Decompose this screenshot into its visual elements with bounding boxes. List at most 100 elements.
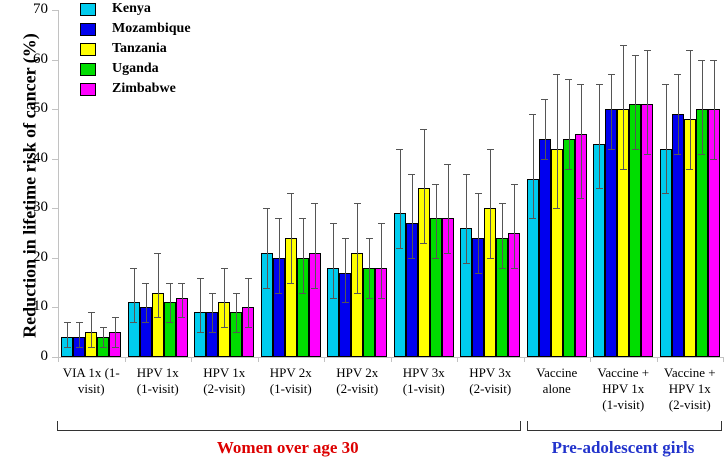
error-bar-line (623, 44, 625, 169)
error-bar-line (290, 193, 292, 283)
error-bar-line (212, 292, 214, 333)
error-bar-cap-top (643, 49, 651, 51)
error-bar-cap-top (710, 59, 718, 61)
x-axis-tick (58, 357, 59, 362)
y-axis-line (58, 10, 59, 358)
error-bar-line (635, 54, 637, 149)
error-bar-cap-top (377, 223, 385, 225)
error-bar-cap-bottom (208, 332, 216, 334)
error-bar-cap-bottom (607, 148, 615, 150)
error-bar-line (502, 203, 504, 268)
y-tick-label: 40 (33, 149, 48, 166)
x-axis-tick (523, 357, 525, 362)
error-bar-cap-bottom (99, 347, 107, 349)
error-bar-cap-top (111, 317, 119, 319)
error-bar-line (647, 49, 649, 154)
error-bar-cap-top (287, 193, 295, 195)
y-axis-tick (52, 59, 58, 61)
error-bar-line (399, 148, 401, 248)
error-bar-line (532, 114, 534, 219)
x-category-label: HPV 2x (1-visit) (269, 365, 312, 396)
error-bar-cap-top (365, 238, 373, 240)
error-bar-cap-bottom (643, 153, 651, 155)
error-bar-cap-top (444, 163, 452, 165)
error-bar-cap-bottom (444, 252, 452, 254)
error-bar-line (478, 193, 480, 273)
error-bar-cap-top (698, 59, 706, 61)
error-bar-line (200, 277, 202, 333)
error-bar-line (314, 203, 316, 288)
error-bar-line (133, 267, 135, 323)
error-bar-line (677, 74, 679, 154)
error-bar-cap-top (529, 114, 537, 116)
x-category-label: HPV 1x (1-visit) (136, 365, 179, 396)
error-bar-line (181, 282, 183, 318)
legend-swatch-mozambique (80, 23, 96, 36)
legend-label-mozambique: Mozambique (112, 21, 191, 36)
error-bar-line (357, 203, 359, 293)
error-bar-cap-top (662, 84, 670, 86)
x-category-label: Vaccine + HPV 1x (2-visit) (663, 365, 716, 412)
error-bar-cap-bottom (486, 257, 494, 259)
error-bar-cap-bottom (263, 287, 271, 289)
error-bar-cap-top (686, 49, 694, 51)
error-bar-cap-top (353, 203, 361, 205)
x-axis-tick (390, 357, 392, 362)
x-category-label: HPV 2x (2-visit) (336, 365, 379, 396)
error-bar-cap-bottom (710, 158, 718, 160)
error-bar-line (580, 84, 582, 199)
error-bar-cap-top (178, 282, 186, 284)
x-category-label: VIA 1x (1- visit) (62, 365, 120, 396)
error-bar-cap-top (329, 223, 337, 225)
error-bar-cap-bottom (541, 158, 549, 160)
error-bar-cap-bottom (341, 302, 349, 304)
error-bar-cap-bottom (87, 347, 95, 349)
legend-swatch-uganda (80, 63, 96, 76)
error-bar-line (381, 223, 383, 298)
error-bar-cap-top (63, 322, 71, 324)
error-bar-cap-bottom (662, 193, 670, 195)
x-axis-tick (457, 357, 458, 362)
error-bar-cap-top (99, 327, 107, 329)
error-bar-line (145, 282, 147, 323)
error-bar-cap-top (166, 282, 174, 284)
error-bar-cap-top (674, 74, 682, 76)
error-bar-cap-top (154, 252, 162, 254)
error-bar-line (302, 218, 304, 293)
error-bar-cap-bottom (631, 148, 639, 150)
y-tick-label: 0 (40, 348, 49, 364)
bracket-2 (526, 421, 722, 431)
error-bar-line (544, 99, 546, 159)
error-bar-cap-bottom (577, 198, 585, 200)
y-tick-label: 50 (33, 100, 48, 117)
x-category-label: HPV 3x (1-visit) (402, 365, 445, 396)
error-bar-cap-bottom (498, 267, 506, 269)
y-axis-tick (52, 10, 58, 11)
error-bar-cap-bottom (377, 297, 385, 299)
x-axis-tick (590, 357, 591, 362)
error-bar-line (713, 59, 715, 159)
error-bar-line (423, 128, 425, 243)
y-axis-tick (52, 257, 58, 259)
error-bar-cap-top (311, 203, 319, 205)
legend-swatch-tanzania (80, 43, 96, 56)
error-bar-cap-top (420, 128, 428, 130)
error-bar-cap-top (510, 183, 518, 185)
error-bar-line (435, 183, 437, 258)
error-bar-line (611, 74, 613, 149)
y-tick-label: 30 (33, 199, 48, 216)
error-bar-cap-bottom (698, 153, 706, 155)
x-axis-tick (656, 357, 658, 362)
legend-label-zimbabwe: Zimbabwe (112, 81, 176, 96)
error-bar-line (224, 267, 226, 328)
error-bar-line (556, 74, 558, 209)
error-bar-line (665, 84, 667, 194)
error-bar-cap-bottom (408, 257, 416, 259)
error-bar-line (169, 282, 171, 323)
error-bar-cap-bottom (275, 292, 283, 294)
error-bar-cap-bottom (686, 168, 694, 170)
error-bar-cap-top (130, 267, 138, 269)
y-tick-label: 20 (33, 248, 48, 265)
